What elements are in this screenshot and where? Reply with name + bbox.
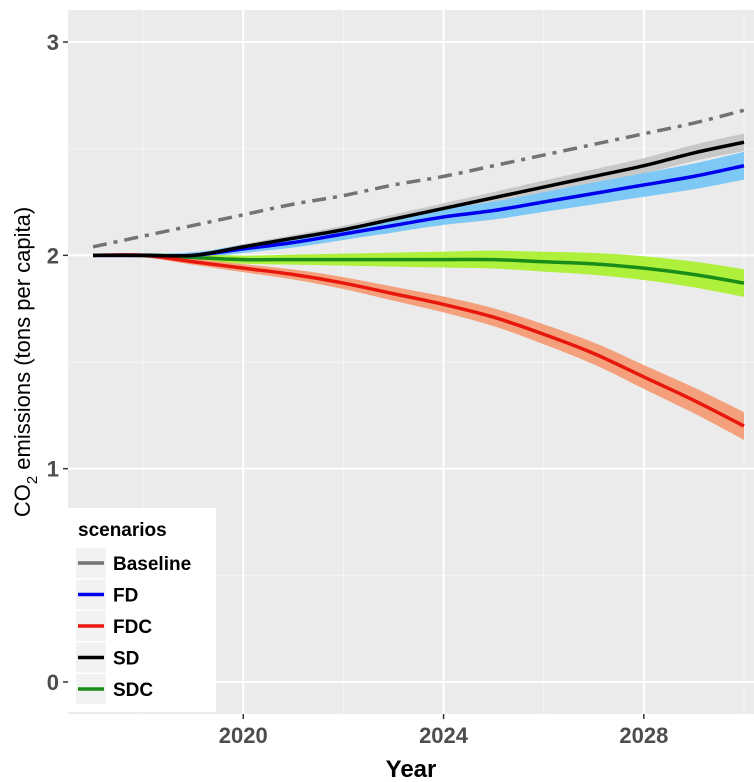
legend-label-sd: SD bbox=[113, 649, 139, 670]
legend-title: scenarios bbox=[78, 520, 167, 541]
y-tick-label: 0 bbox=[47, 670, 59, 695]
line-baseline bbox=[92, 108, 745, 249]
y-tick-label: 1 bbox=[47, 457, 59, 482]
line-sdc bbox=[93, 253, 745, 285]
y-axis-title-main: CO bbox=[10, 484, 35, 517]
x-axis-title: Year bbox=[386, 756, 437, 782]
y-axis-title-rest: emissions (tons per capita) bbox=[10, 207, 35, 476]
series-lines bbox=[92, 108, 745, 428]
y-tick-label: 3 bbox=[47, 30, 59, 55]
y-tick-label: 2 bbox=[47, 243, 59, 268]
line-sd bbox=[93, 140, 745, 258]
y-axis-ticks: 0 1 2 3 bbox=[47, 30, 68, 695]
line-fdc bbox=[93, 253, 745, 428]
legend-label-fdc: FDC bbox=[113, 617, 152, 638]
x-tick-label: 2024 bbox=[419, 723, 469, 748]
legend-items: Baseline FD FDC SD SDC bbox=[76, 548, 191, 704]
x-tick-label: 2028 bbox=[619, 723, 668, 748]
minor-gridlines bbox=[68, 10, 754, 714]
y-axis-title-subscript: 2 bbox=[24, 476, 41, 484]
x-axis-ticks: 2020 2024 2028 bbox=[219, 714, 668, 748]
x-tick-label: 2020 bbox=[219, 723, 268, 748]
y-axis-title: CO2 emissions (tons per capita) bbox=[10, 207, 41, 517]
legend-label-baseline: Baseline bbox=[113, 554, 191, 575]
legend-label-fd: FD bbox=[113, 586, 138, 607]
legend-label-sdc: SDC bbox=[113, 680, 153, 701]
legend: scenarios Baseline FD FDC SD SDC bbox=[68, 508, 216, 712]
